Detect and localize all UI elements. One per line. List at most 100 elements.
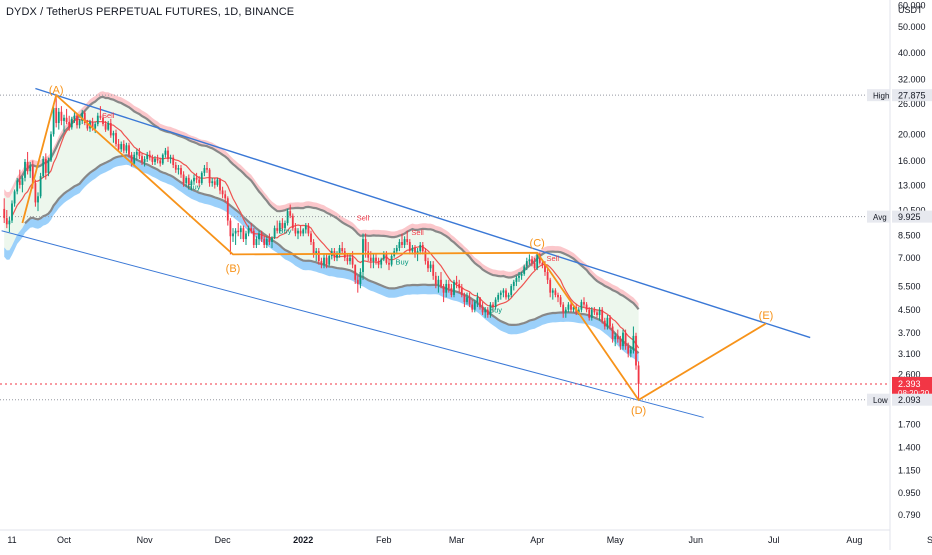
candle-body	[83, 112, 86, 124]
candle-body	[554, 290, 557, 295]
candle-body	[182, 174, 185, 184]
candle-body	[614, 335, 617, 340]
price-badge	[892, 89, 932, 102]
candle-body	[362, 239, 364, 272]
candle-body	[414, 248, 416, 255]
elliott-wave-path	[21, 93, 767, 402]
candle-body	[486, 309, 489, 316]
candle-body	[187, 177, 190, 185]
candle-body	[63, 117, 65, 121]
candle-body	[471, 304, 474, 310]
candle-body	[473, 302, 476, 310]
candle-body	[232, 233, 234, 237]
candle-body	[81, 112, 84, 121]
candle-body	[440, 279, 442, 287]
candle-body	[91, 121, 94, 129]
candle-body	[406, 239, 409, 242]
candle-body	[429, 264, 432, 269]
price-badge	[892, 393, 932, 406]
signal-label: Sell	[357, 214, 370, 223]
candle-body	[455, 281, 458, 284]
price-badge	[892, 210, 932, 223]
x-tick-label: Mar	[449, 535, 465, 545]
candle-body	[107, 123, 110, 130]
candle-body	[442, 286, 445, 293]
signal-label: Buy	[279, 226, 292, 235]
signal-label: Sell	[102, 111, 115, 120]
candle-body	[528, 259, 531, 262]
candle-body	[341, 248, 344, 252]
last-price-badge	[892, 376, 932, 399]
candle-body	[109, 123, 112, 136]
candle-body	[70, 118, 73, 128]
candle-body	[544, 264, 546, 272]
candle-body	[606, 317, 609, 327]
candle-body	[372, 257, 375, 262]
candle-body	[359, 271, 362, 284]
candle-body	[596, 312, 598, 316]
candle-body	[476, 297, 479, 303]
candle-body	[242, 228, 245, 240]
price-marker-label: Low	[873, 396, 888, 405]
candle-body	[278, 223, 281, 231]
candle-body	[307, 225, 310, 234]
candle-body	[172, 157, 175, 165]
candle-body	[44, 159, 47, 173]
candle-body	[523, 266, 526, 274]
candle-body	[533, 262, 536, 269]
candle-body	[13, 191, 16, 204]
candle-body	[458, 283, 461, 289]
candle-body	[219, 179, 221, 191]
channel-lower-line	[1, 230, 704, 418]
price-badge-value: 27.875	[898, 91, 926, 101]
candle-body	[450, 288, 453, 295]
candle-body	[47, 160, 50, 173]
candle-body	[76, 115, 78, 126]
candle-body	[635, 335, 637, 366]
candle-body	[525, 261, 528, 267]
last-price-value: 2.393	[898, 379, 921, 389]
candle-body	[125, 145, 128, 151]
y-tick-label: 3.700	[898, 328, 921, 338]
y-tick-label: 1.700	[898, 420, 921, 430]
candle-body	[494, 299, 497, 308]
candle-body	[37, 196, 39, 203]
candle-body	[531, 259, 533, 263]
candle-body	[268, 239, 271, 242]
candle-body	[104, 124, 107, 130]
candle-body	[42, 159, 45, 177]
candle-body	[419, 244, 422, 252]
candle-body	[55, 107, 58, 124]
candle-body	[411, 248, 414, 252]
candle-body	[68, 121, 71, 128]
candle-body	[250, 228, 253, 231]
candle-body	[141, 156, 143, 162]
candle-body	[73, 115, 76, 119]
candle-body	[567, 304, 570, 310]
candle-body	[151, 157, 154, 162]
moving-average-line	[11, 118, 640, 349]
x-tick-label: 11	[7, 535, 16, 545]
y-tick-label: 3.100	[898, 349, 921, 359]
candle-body	[317, 251, 320, 262]
candle-body	[497, 294, 500, 300]
countdown-label: 08:20:20	[898, 389, 930, 398]
candle-body	[502, 290, 505, 293]
candle-body	[258, 233, 260, 240]
candle-body	[237, 230, 240, 233]
candle-body	[265, 239, 268, 245]
y-tick-label: 20.000	[898, 130, 926, 140]
y-tick-label: 26.000	[898, 99, 926, 109]
candle-body	[195, 177, 198, 180]
candle-body	[216, 179, 219, 185]
candle-body	[375, 257, 377, 262]
candle-body	[338, 248, 341, 255]
candle-body	[247, 228, 250, 234]
candle-body	[577, 309, 580, 313]
candle-body	[16, 180, 19, 192]
lower-band-line	[24, 154, 640, 354]
candle-body	[520, 273, 523, 276]
candle-body	[190, 181, 193, 185]
